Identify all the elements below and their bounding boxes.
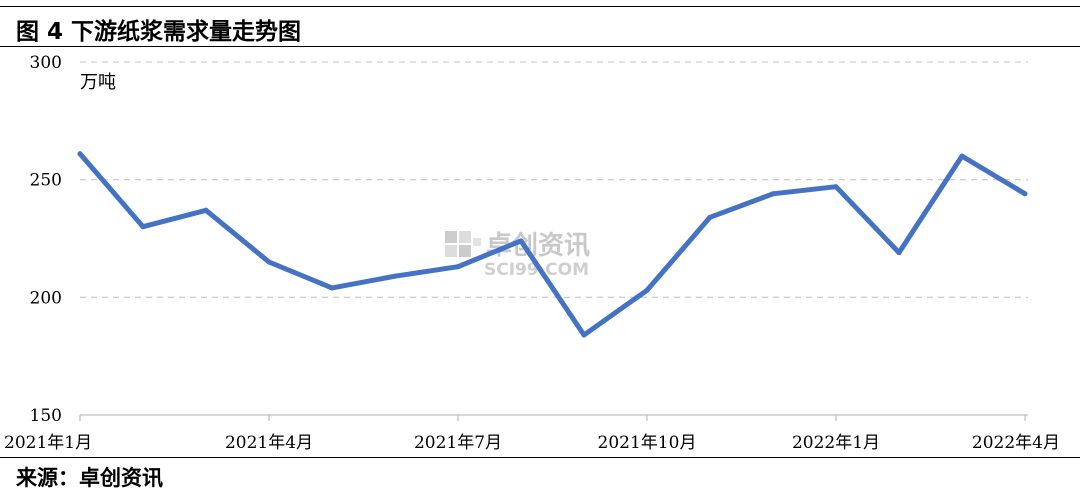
top-rule <box>0 6 1080 7</box>
y-tick-label: 150 <box>30 406 62 426</box>
data-point <box>518 238 524 244</box>
x-tick-label: 2021年10月 <box>598 433 697 453</box>
data-point <box>140 224 146 230</box>
data-point <box>896 250 902 256</box>
y-axis-unit-label: 万吨 <box>80 72 116 93</box>
source-note: 来源：卓创资讯 <box>16 466 163 490</box>
x-axis-tick-labels: 2021年1月 2021年4月 2021年7月 2021年10月 2022年1月 2022… <box>4 433 1060 453</box>
watermark-text: 卓创资讯 <box>486 231 590 261</box>
data-point <box>1022 191 1028 197</box>
chart-title: 图 4 下游纸浆需求量走势图 <box>16 19 302 45</box>
x-tick-label: 2021年4月 <box>225 433 313 453</box>
x-tick-label: 2021年1月 <box>4 433 92 453</box>
series-line-0 <box>77 151 1028 338</box>
x-tick-label: 2022年4月 <box>972 433 1060 453</box>
data-point <box>833 184 839 190</box>
data-point <box>77 151 83 157</box>
y-tick-label: 250 <box>30 171 62 191</box>
x-tick-label: 2021年7月 <box>414 433 502 453</box>
gridlines <box>80 61 1028 298</box>
watermark-subtext: SCI99.COM <box>484 260 589 280</box>
title-rule <box>0 46 1080 47</box>
x-axis <box>79 414 1028 421</box>
series-lines <box>77 151 1028 338</box>
data-point <box>329 285 335 291</box>
data-point <box>581 332 587 338</box>
data-point <box>770 191 776 197</box>
y-tick-label: 200 <box>30 288 62 308</box>
data-point <box>203 207 209 213</box>
x-tick-label: 2022年1月 <box>792 433 880 453</box>
watermark: 卓创资讯 SCI99.COM <box>445 231 590 280</box>
data-point <box>707 214 713 220</box>
data-point <box>644 287 650 293</box>
data-point <box>266 259 272 265</box>
bottom-rule <box>0 457 1080 458</box>
y-axis-tick-labels: 150 200 250 300 <box>30 53 62 426</box>
data-point <box>455 264 461 270</box>
y-tick-label: 300 <box>30 53 62 73</box>
watermark-logo-icon <box>445 231 481 257</box>
data-point <box>392 273 398 279</box>
data-point <box>959 153 965 159</box>
